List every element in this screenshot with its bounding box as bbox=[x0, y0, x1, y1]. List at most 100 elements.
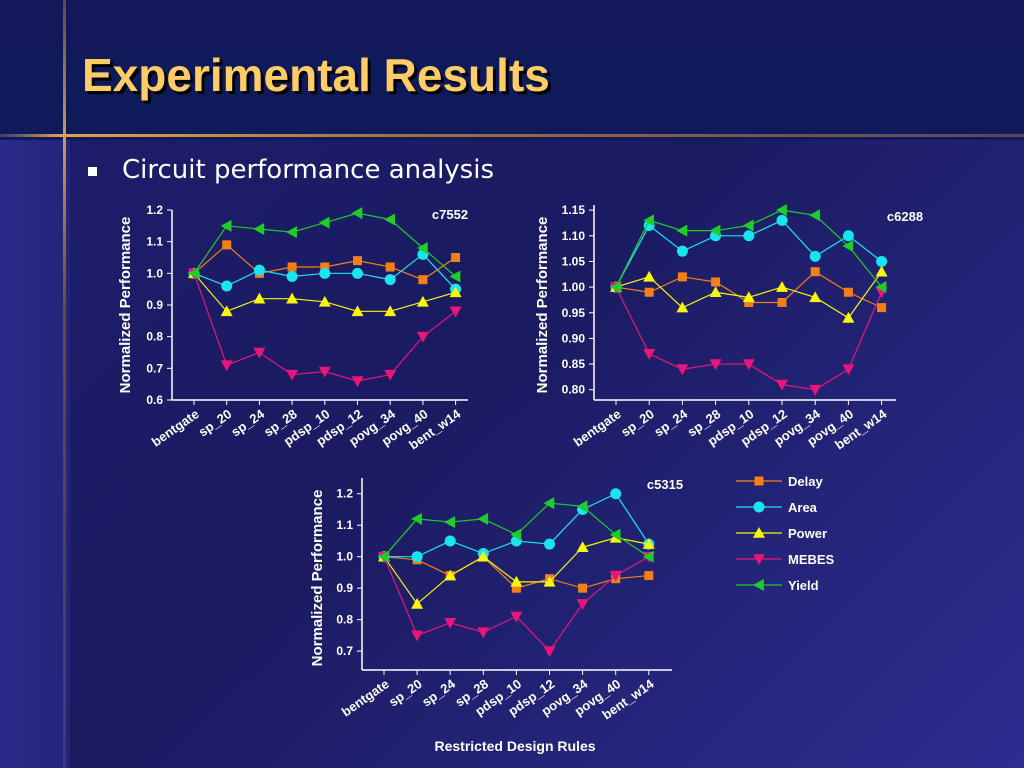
data-point bbox=[776, 214, 788, 226]
legend-marker bbox=[753, 579, 764, 591]
y-axis-label: Normalized Performance bbox=[309, 490, 326, 667]
y-tick-label: 1.1 bbox=[336, 518, 353, 532]
data-point bbox=[411, 630, 424, 642]
data-point bbox=[709, 286, 722, 298]
series-line bbox=[383, 556, 650, 653]
data-point bbox=[318, 295, 331, 307]
data-point bbox=[253, 223, 265, 235]
data-point bbox=[776, 204, 787, 217]
data-point bbox=[449, 306, 462, 318]
data-point bbox=[676, 364, 689, 376]
data-point bbox=[253, 264, 265, 276]
data-point bbox=[609, 528, 621, 541]
data-point bbox=[220, 305, 233, 317]
legend-marker bbox=[753, 501, 765, 513]
data-point bbox=[810, 267, 820, 277]
data-point bbox=[776, 379, 788, 391]
data-point bbox=[352, 267, 363, 279]
data-point bbox=[444, 535, 456, 547]
data-point bbox=[543, 646, 556, 658]
data-point bbox=[477, 550, 490, 562]
y-tick-label: 0.90 bbox=[562, 331, 586, 345]
data-point bbox=[253, 347, 266, 359]
y-tick-label: 0.9 bbox=[146, 298, 163, 312]
data-point bbox=[744, 298, 754, 307]
y-tick-label: 1.15 bbox=[562, 203, 586, 217]
y-tick-label: 1.05 bbox=[562, 254, 586, 268]
data-point bbox=[677, 272, 687, 282]
data-point bbox=[742, 219, 754, 232]
chart-title: c7552 bbox=[432, 207, 468, 222]
y-tick-label: 1.1 bbox=[146, 235, 163, 249]
data-point bbox=[842, 364, 855, 376]
data-point bbox=[711, 277, 721, 287]
y-tick-label: 0.8 bbox=[146, 330, 163, 344]
data-point bbox=[253, 292, 266, 304]
legend-label: Yield bbox=[788, 578, 819, 593]
chart-legend: Delay Area Power MEBES Yield bbox=[736, 474, 835, 593]
data-point bbox=[643, 214, 654, 227]
data-point bbox=[642, 538, 655, 549]
data-point bbox=[511, 583, 521, 593]
title-band-upper bbox=[0, 0, 1024, 52]
data-point bbox=[449, 270, 461, 283]
data-point bbox=[188, 267, 199, 280]
data-point bbox=[676, 301, 689, 313]
series-line bbox=[384, 492, 650, 558]
data-point bbox=[809, 384, 822, 396]
data-point bbox=[384, 213, 395, 226]
series-line bbox=[383, 537, 649, 605]
data-point bbox=[809, 250, 821, 262]
data-point bbox=[286, 271, 298, 282]
data-point bbox=[384, 369, 397, 381]
data-point bbox=[477, 512, 489, 525]
legend-label: MEBES bbox=[788, 552, 835, 567]
data-point bbox=[222, 240, 232, 250]
legend-label: Power bbox=[788, 526, 827, 541]
chart-title: c5315 bbox=[647, 477, 683, 492]
data-point bbox=[809, 209, 820, 222]
data-point bbox=[384, 274, 396, 286]
data-point bbox=[875, 281, 887, 294]
data-point bbox=[451, 253, 461, 262]
data-point bbox=[418, 275, 428, 285]
y-axis-label: Normalized Performance bbox=[534, 217, 551, 394]
data-point bbox=[411, 551, 423, 563]
series-power bbox=[378, 531, 655, 609]
horizontal-accent-line bbox=[0, 134, 1024, 137]
data-point bbox=[609, 570, 622, 582]
data-point bbox=[709, 359, 722, 371]
data-point bbox=[743, 230, 755, 242]
y-tick-label: 1.00 bbox=[562, 280, 586, 294]
data-point bbox=[449, 286, 462, 298]
data-point bbox=[510, 611, 523, 623]
y-tick-label: 1.2 bbox=[146, 203, 163, 217]
series-power bbox=[188, 267, 462, 317]
y-tick-label: 1.0 bbox=[146, 266, 163, 280]
bullet-text: Circuit performance analysis bbox=[122, 155, 494, 185]
x-tick-label: sp_24 bbox=[419, 676, 458, 710]
legend-label: Area bbox=[788, 500, 818, 515]
y-tick-label: 0.95 bbox=[562, 306, 586, 320]
data-point bbox=[842, 240, 854, 253]
vertical-accent-line bbox=[63, 0, 66, 768]
data-point bbox=[220, 219, 232, 232]
data-point bbox=[544, 538, 555, 550]
data-point bbox=[576, 541, 589, 553]
data-point bbox=[676, 245, 688, 257]
y-tick-label: 0.80 bbox=[562, 383, 586, 397]
legend-marker bbox=[754, 476, 764, 486]
data-point bbox=[809, 291, 822, 303]
data-point bbox=[416, 331, 429, 343]
bullet-square-icon bbox=[88, 167, 97, 176]
y-tick-label: 0.6 bbox=[146, 393, 163, 407]
data-point bbox=[776, 281, 788, 292]
series-yield bbox=[610, 204, 887, 294]
data-point bbox=[411, 597, 424, 609]
x-axis-title: Restricted Design Rules bbox=[434, 738, 596, 754]
data-point bbox=[777, 298, 787, 307]
y-axis-label: Normalized Performance bbox=[117, 217, 134, 394]
data-point bbox=[510, 575, 523, 587]
